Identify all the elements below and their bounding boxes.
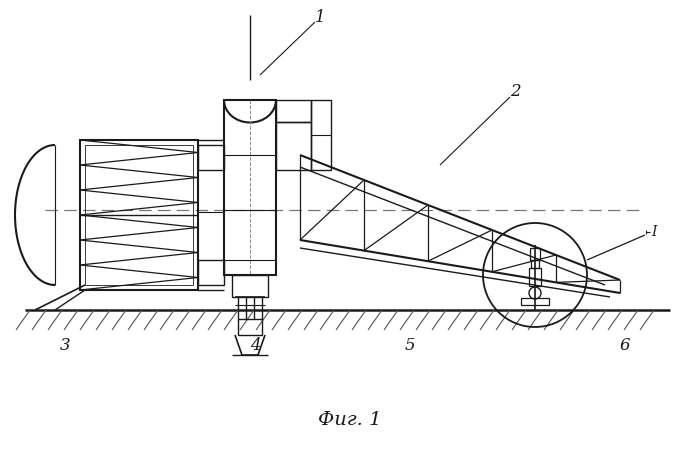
Bar (521, 298, 549, 305)
Bar (276, 100, 311, 122)
Text: 4: 4 (250, 336, 260, 353)
Text: 3: 3 (60, 336, 70, 353)
Bar (198, 145, 224, 170)
Bar (80, 140, 198, 290)
Text: I: I (651, 225, 657, 239)
Bar (85, 145, 193, 285)
Text: Фиг. 1: Фиг. 1 (318, 411, 382, 429)
Text: 6: 6 (620, 336, 630, 353)
Bar (529, 268, 541, 286)
Bar (238, 319, 262, 335)
Bar (232, 275, 268, 297)
Bar (276, 122, 311, 170)
Text: 2: 2 (510, 84, 520, 101)
Text: 1: 1 (315, 9, 326, 26)
Bar (531, 260, 539, 268)
Bar (530, 248, 540, 260)
Bar (198, 260, 224, 285)
Bar (311, 100, 331, 170)
Bar (224, 100, 276, 275)
Text: 5: 5 (405, 336, 415, 353)
